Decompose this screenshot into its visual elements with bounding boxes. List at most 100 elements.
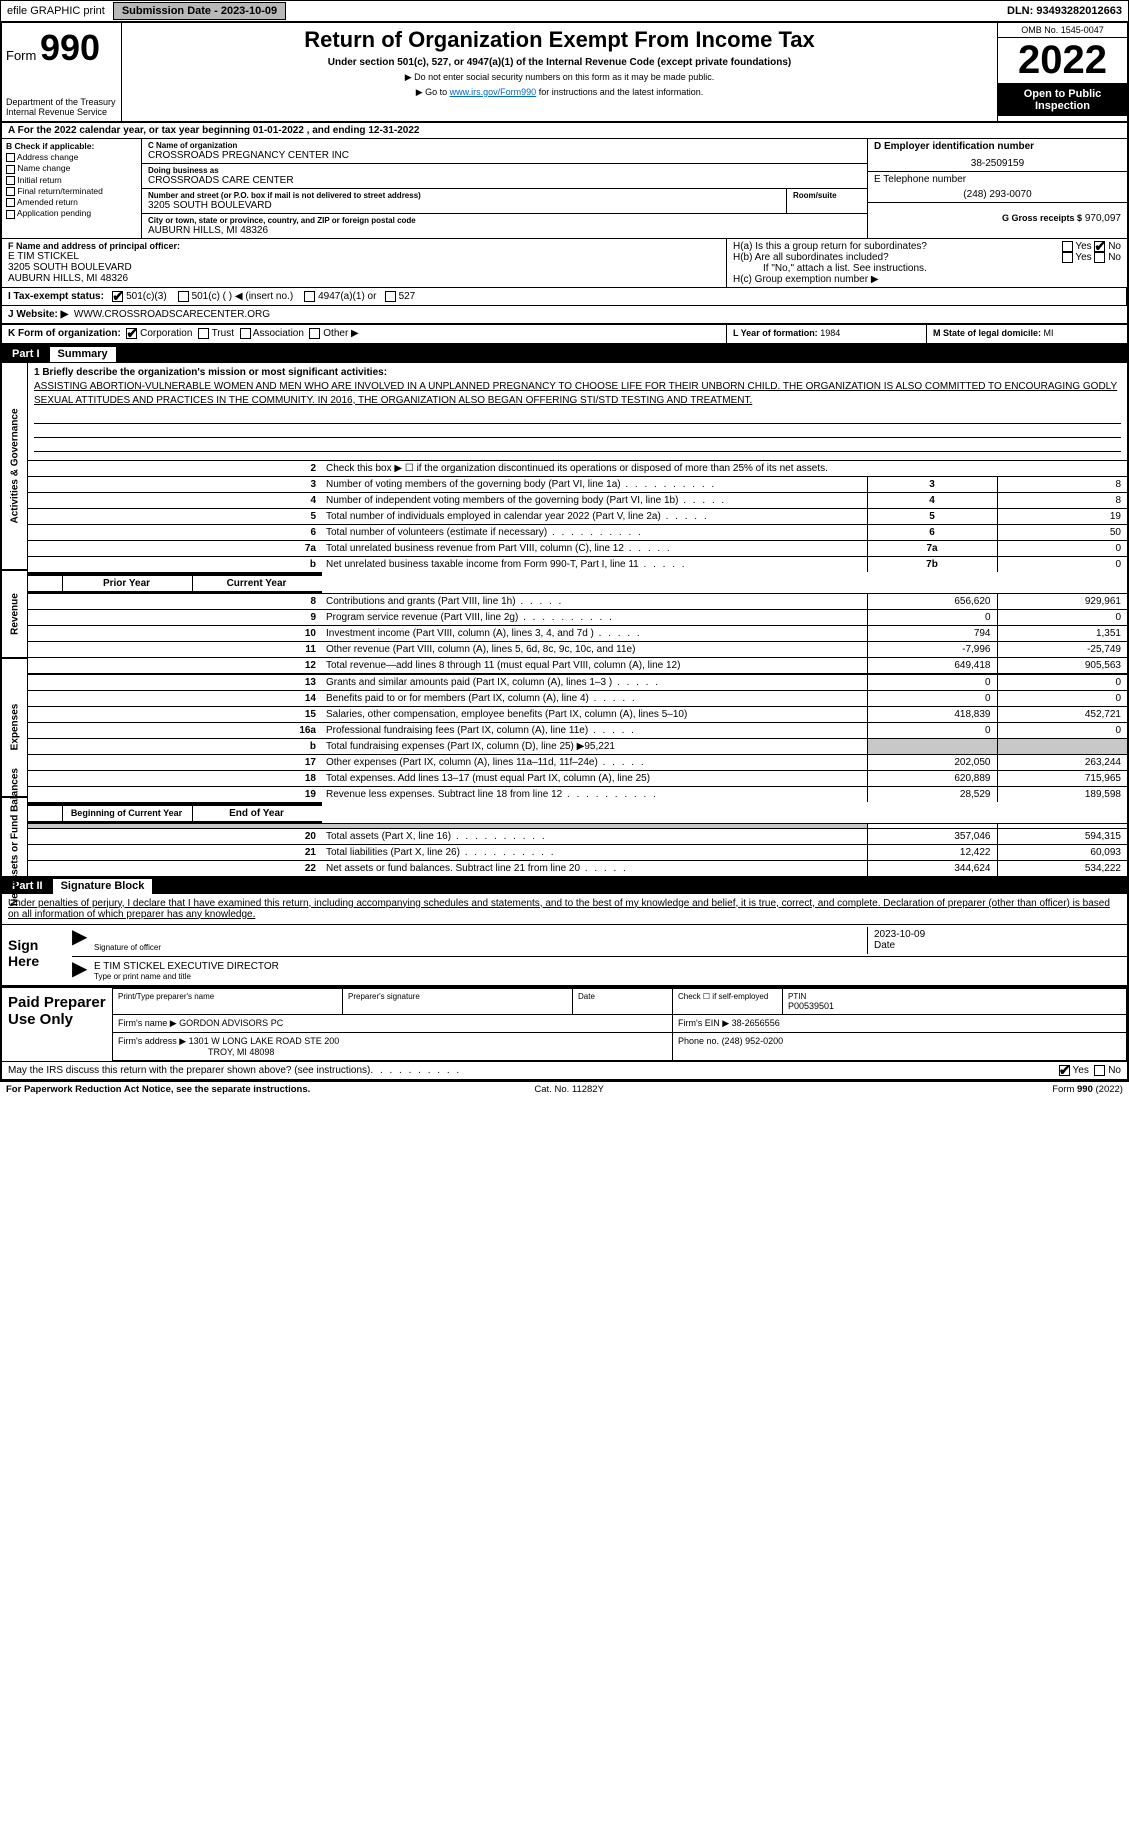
prep-self-employed: Check ☐ if self-employed	[678, 992, 777, 1001]
part2-header: Part II Signature Block	[2, 876, 1127, 894]
website-value: WWW.CROSSROADSCARECENTER.ORG	[74, 309, 270, 320]
line11-prior: -7,996	[867, 641, 997, 657]
line10-prior: 794	[867, 625, 997, 641]
hc-label: H(c) Group exemption number ▶	[733, 274, 1121, 285]
line6-value: 50	[997, 524, 1127, 540]
open-to-public: Open to Public Inspection	[998, 84, 1127, 116]
irs-link[interactable]: www.irs.gov/Form990	[450, 87, 537, 97]
tax-status-label: I Tax-exempt status:	[8, 291, 104, 302]
name-title-label: Type or print name and title	[94, 972, 1123, 981]
chk-4947[interactable]	[304, 291, 315, 302]
hb-yes[interactable]	[1062, 252, 1073, 263]
chk-501c3[interactable]	[112, 291, 123, 302]
firm-phone: (248) 952-0200	[722, 1036, 784, 1046]
firm-addr2: TROY, MI 48098	[118, 1047, 274, 1057]
year-formation-value: 1984	[820, 328, 840, 338]
blank-line	[34, 410, 1121, 424]
form-header: Form 990 Department of the Treasury Inte…	[2, 23, 1127, 123]
top-bar: efile GRAPHIC print Submission Date - 20…	[0, 0, 1129, 22]
firm-phone-label: Phone no.	[678, 1036, 719, 1046]
side-tab-netassets: Net Assets or Fund Balances	[2, 796, 28, 875]
line12-prior: 649,418	[867, 657, 997, 674]
line12-current: 905,563	[997, 657, 1127, 674]
discuss-yes[interactable]	[1059, 1065, 1070, 1076]
prep-name-label: Print/Type preparer's name	[118, 992, 337, 1001]
sign-here-label: Sign Here	[2, 925, 72, 985]
chk-527[interactable]	[385, 291, 396, 302]
addr-label: Number and street (or P.O. box if mail i…	[148, 191, 780, 200]
line7a-value: 0	[997, 540, 1127, 556]
line21-end: 60,093	[997, 844, 1127, 860]
discuss-no[interactable]	[1094, 1065, 1105, 1076]
chk-other[interactable]	[309, 328, 320, 339]
tax-year: 2022	[998, 38, 1127, 84]
sign-here-row: Sign Here ▶ Signature of officer 2023-10…	[2, 925, 1127, 986]
hb-no[interactable]	[1094, 252, 1105, 263]
part1-header: Part I Summary	[2, 345, 1127, 363]
summary-body: Activities & Governance Revenue Expenses…	[2, 363, 1127, 876]
prior-year-header: Prior Year	[62, 574, 192, 591]
ptin-value: P00539501	[788, 1001, 1121, 1011]
form-word: Form	[6, 48, 36, 63]
dln-label: DLN: 93493282012663	[1001, 5, 1128, 17]
line4-value: 8	[997, 492, 1127, 508]
chk-association[interactable]	[240, 328, 251, 339]
officer-name-title: E TIM STICKEL EXECUTIVE DIRECTOR	[94, 961, 1123, 972]
org-name: CROSSROADS PREGNANCY CENTER INC	[148, 150, 861, 161]
sig-date-value: 2023-10-09	[874, 929, 1121, 940]
col-b-header: B Check if applicable:	[6, 141, 137, 151]
header-left: Form 990 Department of the Treasury Inte…	[2, 23, 122, 121]
col-d-ein-phone: D Employer identification number 38-2509…	[867, 139, 1127, 238]
line20-end: 594,315	[997, 828, 1127, 844]
line16a-prior: 0	[867, 722, 997, 738]
efile-label: efile GRAPHIC print	[1, 5, 111, 17]
chk-amended-return[interactable]	[6, 198, 15, 207]
line15-prior: 418,839	[867, 706, 997, 722]
submission-date-button[interactable]: Submission Date - 2023-10-09	[113, 2, 286, 20]
irs-discuss-row: May the IRS discuss this return with the…	[2, 1061, 1127, 1079]
ptin-label: PTIN	[788, 992, 1121, 1001]
mission-text: ASSISTING ABORTION-VULNERABLE WOMEN AND …	[34, 380, 1121, 408]
room-label: Room/suite	[793, 191, 861, 200]
blank-line	[34, 424, 1121, 438]
chk-name-change[interactable]	[6, 165, 15, 174]
line13-prior: 0	[867, 674, 997, 691]
chk-final-return[interactable]	[6, 187, 15, 196]
ha-no[interactable]	[1094, 241, 1105, 252]
line19-current: 189,598	[997, 786, 1127, 802]
part1-tab: Part I	[2, 348, 50, 360]
chk-501c[interactable]	[178, 291, 189, 302]
row-f-h: F Name and address of principal officer:…	[2, 239, 1127, 288]
firm-addr1: 1301 W LONG LAKE ROAD STE 200	[189, 1036, 340, 1046]
part2-title: Signature Block	[53, 878, 153, 894]
line18-prior: 620,889	[867, 770, 997, 786]
gross-value: 970,097	[1085, 213, 1121, 224]
line15-current: 452,721	[997, 706, 1127, 722]
chk-application-pending[interactable]	[6, 210, 15, 219]
blank-line	[34, 438, 1121, 452]
header-center: Return of Organization Exempt From Incom…	[122, 23, 997, 121]
header-right: OMB No. 1545-0047 2022 Open to Public In…	[997, 23, 1127, 121]
chk-corporation[interactable]	[126, 328, 137, 339]
chk-trust[interactable]	[198, 328, 209, 339]
line22-end: 534,222	[997, 860, 1127, 876]
ein-value: 38-2509159	[874, 158, 1121, 169]
ha-yes[interactable]	[1062, 241, 1073, 252]
chk-initial-return[interactable]	[6, 176, 15, 185]
signature-label: Signature of officer	[94, 943, 863, 952]
chk-address-change[interactable]	[6, 153, 15, 162]
ha-label: H(a) Is this a group return for subordin…	[733, 241, 1062, 252]
line20-begin: 357,046	[867, 828, 997, 844]
line5-value: 19	[997, 508, 1127, 524]
col-h-group: H(a) Is this a group return for subordin…	[727, 239, 1127, 287]
firm-ein: 38-2656556	[732, 1018, 780, 1028]
street-address: 3205 SOUTH BOULEVARD	[148, 200, 780, 211]
arrow-icon: ▶	[72, 959, 90, 983]
prep-sig-label: Preparer's signature	[348, 992, 567, 1001]
line21-begin: 12,422	[867, 844, 997, 860]
line18-current: 715,965	[997, 770, 1127, 786]
gov-lines-table: 2Check this box ▶ ☐ if the organization …	[28, 460, 1127, 876]
ein-label: D Employer identification number	[874, 141, 1121, 152]
info-grid: B Check if applicable: Address change Na…	[2, 139, 1127, 239]
paid-preparer-row: Paid Preparer Use Only Print/Type prepar…	[2, 986, 1127, 1061]
